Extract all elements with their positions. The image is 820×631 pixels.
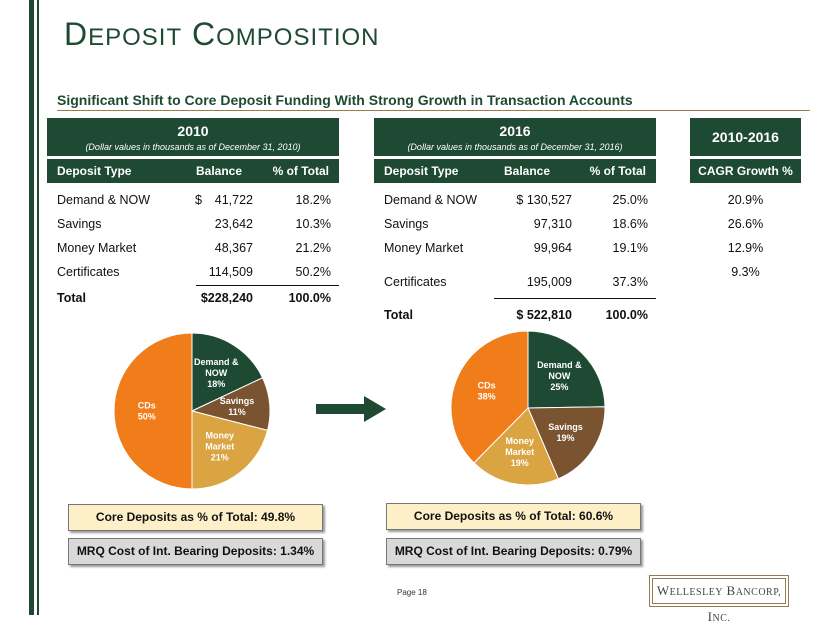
- pie-slice-label: Money Market 19%: [505, 436, 534, 468]
- cell-balance: $228,240: [200, 291, 253, 305]
- pie-slice-label: Demand & NOW 18%: [194, 357, 239, 389]
- cell-balance: 48,367: [214, 241, 253, 255]
- cell-type: Certificates: [384, 275, 447, 289]
- cell-percent: 25.0%: [612, 193, 648, 207]
- table-2016-year: 2016: [499, 123, 531, 139]
- pie-slice: [450, 330, 529, 464]
- col-percent: % of Total: [589, 164, 646, 178]
- col-deposit-type: Deposit Type: [57, 164, 132, 178]
- cell-type: Total: [57, 291, 86, 305]
- table-row: Savings 97,310 18.6%: [374, 214, 656, 234]
- pie-slice-label: CDs 38%: [478, 381, 496, 402]
- pie-slice-label: Demand & NOW 25%: [537, 360, 582, 392]
- cell-currency: $: [195, 193, 202, 207]
- table-2010-note: (Dollar values in thousands as of Decemb…: [85, 142, 301, 152]
- col-balance: Balance: [504, 164, 551, 178]
- cell-type: Total: [384, 308, 413, 322]
- col-deposit-type: Deposit Type: [384, 164, 459, 178]
- logo-frame: [649, 575, 789, 607]
- cell-percent: 100.0%: [288, 291, 331, 305]
- pie-slice-label: Savings 19%: [548, 422, 583, 443]
- cost-deposits-2016-callout: MRQ Cost of Int. Bearing Deposits: 0.79%: [386, 538, 641, 565]
- subtitle-rule: [57, 110, 810, 111]
- cell-percent: 18.2%: [295, 193, 331, 207]
- col-percent: % of Total: [272, 164, 329, 178]
- col-cagr: CAGR Growth %: [698, 164, 793, 178]
- cell-cagr: 26.6%: [727, 217, 764, 231]
- table-cagr-column-header: CAGR Growth %: [690, 159, 801, 183]
- pie-slice-label: Money Market 21%: [205, 431, 234, 463]
- cell-balance: $ 522,810: [516, 308, 572, 322]
- table-row: Certificates 195,009 37.3%: [374, 272, 656, 292]
- cell-percent: 100.0%: [605, 308, 648, 322]
- page-title: DEPOSIT COMPOSITION: [64, 16, 380, 52]
- page-subtitle: Significant Shift to Core Deposit Fundin…: [57, 92, 633, 108]
- arrow-right-icon: [316, 396, 386, 422]
- cell-percent: 37.3%: [612, 275, 648, 289]
- total-rule: [494, 298, 656, 299]
- table-2016-header: 2016 (Dollar values in thousands as of D…: [374, 118, 656, 156]
- table-row: 12.9%: [690, 238, 801, 258]
- table-row: 9.3%: [690, 262, 801, 282]
- cell-percent: 50.2%: [295, 265, 331, 279]
- table-2016-column-header: Deposit Type Balance % of Total: [374, 159, 656, 183]
- core-deposits-2010-callout: Core Deposits as % of Total: 49.8%: [68, 504, 323, 531]
- cell-balance: 114,509: [208, 265, 253, 279]
- cell-type: Demand & NOW: [57, 193, 151, 207]
- table-2010-header: 2010 (Dollar values in thousands as of D…: [47, 118, 339, 156]
- cell-type: Savings: [384, 217, 429, 231]
- table-total-row: Total $ 522,810 100.0%: [374, 305, 656, 325]
- cell-cagr: 12.9%: [727, 241, 764, 255]
- cell-percent: 18.6%: [612, 217, 648, 231]
- pie-chart-2016: Demand & NOW 25% Savings 19% Money Market 19% CD…: [450, 330, 606, 486]
- page-number: Page 18: [397, 588, 427, 597]
- cell-type: Money Market: [384, 241, 464, 255]
- cell-balance: 23,642: [214, 217, 253, 231]
- left-accent-bar-thin: [37, 0, 39, 615]
- cell-cagr: 9.3%: [731, 265, 760, 279]
- cell-percent: 19.1%: [612, 241, 648, 255]
- cell-balance: 41,722: [214, 193, 253, 207]
- cell-type: Certificates: [57, 265, 120, 279]
- table-row: Certificates 114,509 50.2%: [47, 262, 339, 282]
- cost-deposits-2010-callout: MRQ Cost of Int. Bearing Deposits: 1.34%: [68, 538, 323, 565]
- cell-percent: 10.3%: [295, 217, 331, 231]
- cell-balance: 195,009: [526, 275, 572, 289]
- cell-balance: $ 130,527: [516, 193, 572, 207]
- table-row: Demand & NOW $ 130,527 25.0%: [374, 190, 656, 210]
- cell-balance: 99,964: [533, 241, 572, 255]
- table-row: 26.6%: [690, 214, 801, 234]
- col-balance: Balance: [196, 164, 243, 178]
- table-total-row: Total $228,240 100.0%: [47, 288, 339, 308]
- total-rule: [196, 285, 339, 286]
- pie-slice: [527, 330, 606, 409]
- table-row: Demand & NOW $ 41,722 18.2%: [47, 190, 339, 210]
- cell-percent: 21.2%: [295, 241, 331, 255]
- table-cagr-period: 2010-2016: [712, 129, 779, 145]
- pie-chart-2010: Demand & NOW 18% Savings 11% Money Market 21% CD…: [113, 332, 271, 490]
- table-row: Money Market 48,367 21.2%: [47, 238, 339, 258]
- cell-balance: 97,310: [533, 217, 572, 231]
- cell-type: Savings: [57, 217, 102, 231]
- pie-slice: [473, 407, 559, 486]
- left-accent-bar: [29, 0, 34, 615]
- cell-cagr: 20.9%: [727, 193, 764, 207]
- pie-slice: [191, 332, 264, 412]
- table-row: 20.9%: [690, 190, 801, 210]
- cell-type: Demand & NOW: [384, 193, 478, 207]
- table-cagr-header: 2010-2016: [690, 118, 801, 156]
- table-2010-year: 2010: [177, 123, 209, 139]
- cell-type: Money Market: [57, 241, 137, 255]
- company-logo: WELLESLEY BANCORP, INC.: [652, 578, 786, 624]
- table-row: Money Market 99,964 19.1%: [374, 238, 656, 258]
- table-row: Savings 23,642 10.3%: [47, 214, 339, 234]
- pie-slice: [191, 410, 269, 490]
- table-2010-column-header: Deposit Type Balance % of Total: [47, 159, 339, 183]
- pie-slice: [113, 332, 193, 490]
- pie-slice: [527, 406, 606, 480]
- pie-slice-label: Savings 11%: [220, 396, 255, 417]
- pie-slice-label: CDs 50%: [138, 401, 156, 422]
- core-deposits-2016-callout: Core Deposits as % of Total: 60.6%: [386, 503, 641, 530]
- table-2016-note: (Dollar values in thousands as of Decemb…: [407, 142, 623, 152]
